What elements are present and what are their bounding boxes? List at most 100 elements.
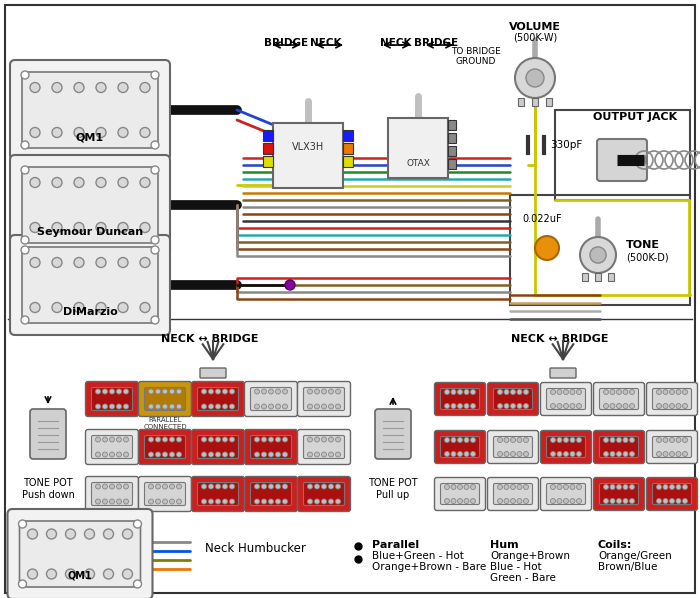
Circle shape bbox=[223, 404, 228, 409]
Circle shape bbox=[118, 222, 128, 233]
Circle shape bbox=[148, 452, 153, 457]
Circle shape bbox=[314, 437, 319, 442]
Circle shape bbox=[524, 438, 528, 443]
Circle shape bbox=[623, 404, 628, 408]
Circle shape bbox=[255, 404, 260, 409]
Circle shape bbox=[74, 258, 84, 267]
Circle shape bbox=[470, 438, 475, 443]
FancyBboxPatch shape bbox=[647, 431, 697, 463]
FancyBboxPatch shape bbox=[448, 120, 456, 130]
FancyBboxPatch shape bbox=[144, 388, 186, 410]
Circle shape bbox=[27, 529, 38, 539]
Circle shape bbox=[657, 404, 661, 408]
Circle shape bbox=[18, 580, 27, 588]
Circle shape bbox=[504, 499, 509, 504]
Text: (500K-D): (500K-D) bbox=[626, 252, 668, 262]
Circle shape bbox=[102, 404, 108, 409]
Circle shape bbox=[577, 389, 582, 395]
FancyBboxPatch shape bbox=[92, 388, 132, 410]
Text: Seymour Duncan: Seymour Duncan bbox=[37, 227, 143, 237]
Circle shape bbox=[629, 389, 634, 395]
Circle shape bbox=[603, 451, 608, 456]
Bar bbox=[510, 195, 690, 305]
Text: Brown/Blue: Brown/Blue bbox=[598, 562, 657, 572]
Circle shape bbox=[140, 303, 150, 313]
Circle shape bbox=[498, 451, 503, 456]
Circle shape bbox=[498, 499, 503, 504]
Circle shape bbox=[498, 389, 503, 395]
Circle shape bbox=[682, 499, 687, 504]
Circle shape bbox=[269, 499, 274, 504]
Circle shape bbox=[216, 437, 220, 442]
Circle shape bbox=[314, 389, 319, 394]
Circle shape bbox=[66, 569, 76, 579]
Text: VOLUME: VOLUME bbox=[509, 22, 561, 32]
FancyBboxPatch shape bbox=[448, 159, 456, 169]
Circle shape bbox=[517, 404, 522, 408]
FancyBboxPatch shape bbox=[440, 437, 480, 457]
Circle shape bbox=[176, 404, 181, 409]
FancyBboxPatch shape bbox=[435, 431, 486, 463]
Circle shape bbox=[116, 389, 122, 394]
Circle shape bbox=[314, 404, 319, 409]
Circle shape bbox=[510, 438, 515, 443]
Bar bbox=[608, 273, 614, 281]
Circle shape bbox=[570, 484, 575, 490]
Circle shape bbox=[504, 389, 509, 395]
Circle shape bbox=[458, 438, 463, 443]
Circle shape bbox=[21, 71, 29, 79]
Circle shape bbox=[148, 484, 153, 489]
Circle shape bbox=[21, 236, 29, 244]
Circle shape bbox=[444, 389, 449, 395]
Circle shape bbox=[526, 69, 544, 87]
Text: 0.022uF: 0.022uF bbox=[522, 214, 562, 224]
FancyBboxPatch shape bbox=[435, 383, 486, 416]
Circle shape bbox=[498, 438, 503, 443]
Circle shape bbox=[95, 452, 101, 457]
FancyBboxPatch shape bbox=[244, 429, 298, 465]
Circle shape bbox=[663, 438, 668, 443]
Circle shape bbox=[176, 389, 181, 394]
Text: TONE POT
Pull up: TONE POT Pull up bbox=[368, 478, 418, 500]
FancyBboxPatch shape bbox=[22, 72, 158, 148]
Circle shape bbox=[617, 404, 622, 408]
Circle shape bbox=[96, 178, 106, 188]
Circle shape bbox=[123, 404, 129, 409]
Circle shape bbox=[451, 404, 456, 408]
FancyBboxPatch shape bbox=[263, 130, 273, 141]
Circle shape bbox=[95, 404, 101, 409]
Circle shape bbox=[255, 484, 260, 489]
Circle shape bbox=[109, 389, 115, 394]
Circle shape bbox=[328, 404, 333, 409]
Circle shape bbox=[162, 437, 167, 442]
Circle shape bbox=[109, 499, 115, 504]
FancyBboxPatch shape bbox=[197, 435, 239, 459]
Circle shape bbox=[74, 83, 84, 93]
Circle shape bbox=[30, 258, 40, 267]
Circle shape bbox=[550, 404, 556, 408]
Text: BRIDGE: BRIDGE bbox=[264, 38, 308, 48]
Circle shape bbox=[515, 58, 555, 98]
Circle shape bbox=[510, 451, 515, 456]
Circle shape bbox=[570, 389, 575, 395]
Circle shape bbox=[682, 404, 687, 408]
Circle shape bbox=[657, 451, 661, 456]
Circle shape bbox=[255, 499, 260, 504]
Circle shape bbox=[276, 452, 281, 457]
Circle shape bbox=[216, 389, 220, 394]
Circle shape bbox=[216, 484, 220, 489]
Circle shape bbox=[629, 438, 634, 443]
Circle shape bbox=[669, 451, 675, 456]
Text: 330pF: 330pF bbox=[550, 140, 582, 150]
FancyBboxPatch shape bbox=[8, 509, 153, 598]
Bar bbox=[273, 123, 343, 188]
Text: Coils:: Coils: bbox=[598, 540, 632, 550]
Circle shape bbox=[603, 484, 608, 490]
Text: NECK: NECK bbox=[310, 38, 342, 48]
FancyBboxPatch shape bbox=[547, 389, 585, 410]
Circle shape bbox=[517, 451, 522, 456]
Circle shape bbox=[610, 484, 615, 490]
Circle shape bbox=[102, 452, 108, 457]
FancyBboxPatch shape bbox=[22, 247, 158, 323]
Bar bbox=[555, 110, 690, 200]
